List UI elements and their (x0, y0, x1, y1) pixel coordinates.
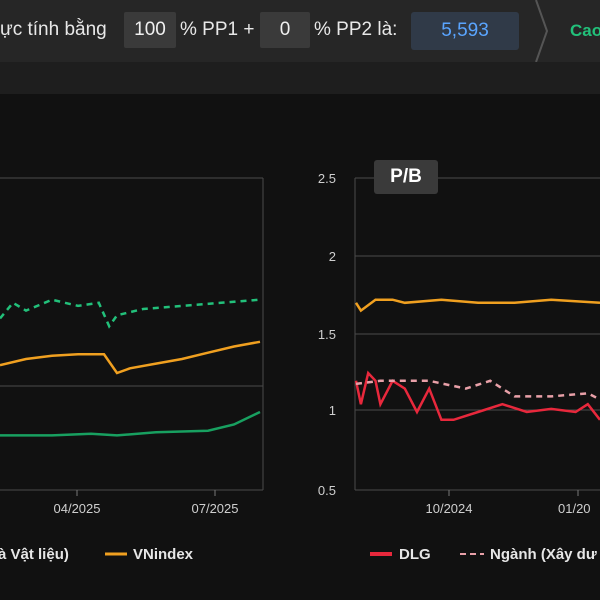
legend-left-series2: VNindex (133, 546, 194, 563)
right-ytick-2: 1.5 (318, 327, 336, 342)
right-ytick-0: 2.5 (318, 171, 336, 186)
result-value: 5,593 (411, 12, 519, 50)
pp2-label: % PP2 là: (314, 19, 398, 40)
left-xtick-0: 04/2025 (54, 501, 101, 516)
pp2-input[interactable]: 0 (260, 12, 310, 48)
spacer-band (0, 62, 600, 94)
legend-left-series1: à Vật liệu) (0, 546, 69, 563)
formula-prefix: ực tính bằng (0, 19, 107, 40)
chart-title-pb: P/B (374, 160, 438, 194)
legend-right-series2: Ngành (Xây dư (490, 546, 597, 563)
left-series-line-2 (0, 410, 261, 437)
left-series-line-1 (0, 340, 261, 375)
right-series-line-2 (354, 298, 600, 313)
right-ytick-4: 0.5 (318, 483, 336, 498)
right-series-line-0 (354, 370, 600, 422)
right-xtick-1: 01/20 (558, 501, 591, 516)
next-tab-label[interactable]: Cao (570, 21, 600, 40)
right-ytick-3: 1 (329, 403, 336, 418)
chevron-right-icon (535, 0, 549, 62)
right-ytick-1: 2 (329, 249, 336, 264)
right-xtick-0: 10/2024 (426, 501, 473, 516)
pp1-input[interactable]: 100 (124, 12, 176, 48)
right-series-line-1 (355, 379, 600, 401)
formula-bar: ực tính bằng 100 % PP1 + 0 % PP2 là: 5,5… (0, 0, 600, 63)
left-series-line-0 (0, 298, 261, 329)
left-xtick-1: 07/2025 (192, 501, 239, 516)
legend-right-series1: DLG (399, 546, 431, 563)
pp1-label: % PP1 + (180, 19, 255, 40)
